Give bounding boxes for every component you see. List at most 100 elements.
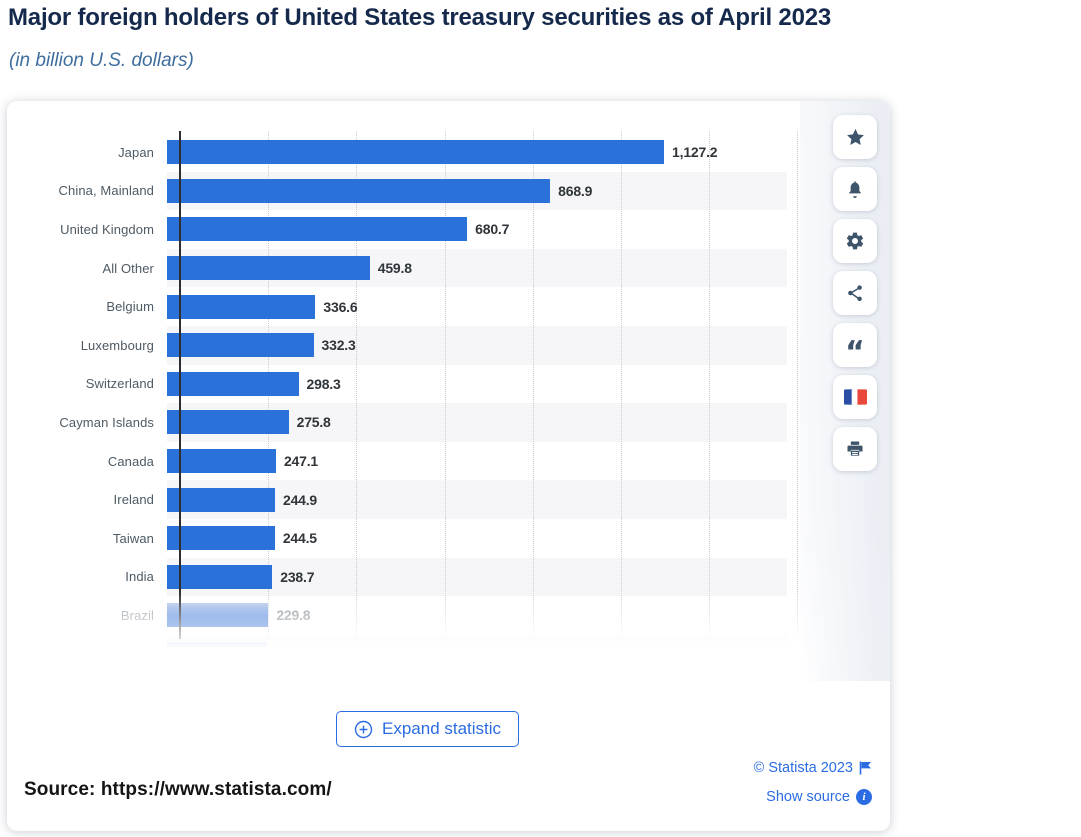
category-label: Canada bbox=[107, 453, 154, 469]
chart-row: Cayman Islands 275.8 bbox=[7, 403, 800, 442]
chart-row: Ireland 244.9 bbox=[7, 480, 800, 519]
bar-zone: 244.9 bbox=[167, 480, 787, 519]
chart-row: Canada 247.1 bbox=[7, 442, 800, 481]
chart-row: Taiwan 244.5 bbox=[7, 519, 800, 558]
category-label: Belgium bbox=[106, 299, 154, 315]
share-icon bbox=[845, 283, 865, 303]
bar[interactable] bbox=[167, 449, 276, 474]
bar[interactable] bbox=[167, 217, 468, 242]
quote-glyph: “ bbox=[845, 335, 865, 370]
chart-row: China, Mainland 868.9 bbox=[7, 171, 800, 211]
bar[interactable] bbox=[167, 642, 267, 647]
value-label: 680.7 bbox=[475, 221, 510, 238]
value-label: 298.3 bbox=[306, 375, 341, 392]
report-flag-icon[interactable] bbox=[859, 761, 872, 775]
chart-row: Switzerland 298.3 bbox=[7, 365, 800, 404]
settings-button[interactable] bbox=[833, 219, 877, 263]
bar-zone: 229.8 bbox=[167, 596, 787, 635]
bar[interactable] bbox=[167, 178, 551, 203]
bar[interactable] bbox=[167, 294, 316, 319]
chart-row: Luxembourg 332.3 bbox=[7, 325, 800, 365]
chart-row: All Other 459.8 bbox=[7, 248, 800, 288]
chart-row: Brazil 229.8 bbox=[7, 596, 800, 635]
language-french-button[interactable] bbox=[833, 375, 877, 419]
alerts-button[interactable] bbox=[833, 167, 877, 211]
france-flag-icon bbox=[843, 389, 867, 405]
page-title: Major foreign holders of United States t… bbox=[8, 4, 832, 31]
category-label: China, Mainland bbox=[58, 183, 154, 199]
chart-row-partial bbox=[7, 634, 800, 647]
bar[interactable] bbox=[167, 256, 370, 281]
source-label: Source: bbox=[24, 779, 96, 800]
value-label: 868.9 bbox=[558, 182, 593, 199]
bar-zone: 868.9 bbox=[167, 171, 787, 211]
value-label: 238.7 bbox=[280, 568, 315, 585]
bar[interactable] bbox=[167, 487, 275, 512]
chart-row: Belgium 336.6 bbox=[7, 287, 800, 326]
category-label: Taiwan bbox=[112, 530, 154, 546]
bar-zone: 680.7 bbox=[167, 210, 787, 249]
quote-icon: “ bbox=[845, 332, 865, 370]
category-label: Brazil bbox=[120, 607, 154, 623]
share-button[interactable] bbox=[833, 271, 877, 315]
bar[interactable] bbox=[167, 371, 299, 396]
category-label: Ireland bbox=[113, 492, 154, 508]
favorite-button[interactable] bbox=[833, 115, 877, 159]
statista-copyright-link[interactable]: © Statista 2023 bbox=[753, 760, 853, 776]
printer-icon bbox=[845, 439, 865, 459]
bar-zone: 459.8 bbox=[167, 248, 787, 288]
bar[interactable] bbox=[167, 140, 665, 165]
category-label: Cayman Islands bbox=[59, 414, 154, 430]
bar-zone: 244.5 bbox=[167, 519, 787, 558]
value-label: 244.9 bbox=[282, 491, 318, 508]
category-label: All Other bbox=[102, 260, 154, 276]
bar-zone: 247.1 bbox=[167, 442, 787, 481]
page-subtitle: (in billion U.S. dollars) bbox=[9, 50, 194, 71]
bar[interactable] bbox=[167, 333, 314, 358]
expand-statistic-button[interactable]: Expand statistic bbox=[336, 711, 520, 747]
cite-button[interactable]: “ bbox=[833, 323, 877, 370]
bar-zone bbox=[167, 634, 787, 647]
category-label: Luxembourg bbox=[80, 337, 154, 353]
category-label: Japan bbox=[118, 144, 154, 160]
footer-links: © Statista 2023 Show source i bbox=[754, 760, 872, 818]
bar-zone: 1,127.2 bbox=[167, 133, 787, 172]
bar-zone: 336.6 bbox=[167, 287, 787, 326]
gear-icon bbox=[845, 231, 865, 251]
value-label: 332.3 bbox=[321, 337, 356, 354]
bar-zone: 275.8 bbox=[167, 403, 787, 442]
show-source-link[interactable]: Show source bbox=[766, 789, 850, 805]
source-line: Source: https://www.statista.com/ bbox=[24, 779, 332, 801]
category-label: United Kingdom bbox=[60, 221, 154, 237]
bar[interactable] bbox=[167, 410, 289, 435]
bar-zone: 238.7 bbox=[167, 557, 787, 597]
value-label: 247.1 bbox=[283, 453, 318, 470]
bar-zone: 332.3 bbox=[167, 325, 787, 365]
bar[interactable] bbox=[167, 603, 269, 628]
info-icon[interactable]: i bbox=[856, 789, 872, 805]
print-button[interactable] bbox=[833, 427, 877, 471]
chart-row: Japan 1,127.2 bbox=[7, 133, 800, 172]
y-axis-line bbox=[178, 131, 181, 639]
chart-toolbar: “ bbox=[800, 101, 890, 681]
value-label: 275.8 bbox=[296, 414, 331, 431]
bar[interactable] bbox=[167, 564, 273, 589]
bar-zone: 298.3 bbox=[167, 365, 787, 404]
value-label: 244.5 bbox=[282, 530, 317, 547]
chart-row: United Kingdom 680.7 bbox=[7, 210, 800, 249]
bar-chart: Japan 1,127.2 China, Mainland 868.9 United K… bbox=[7, 133, 800, 647]
value-label: 229.8 bbox=[276, 607, 311, 624]
value-label: 336.6 bbox=[323, 298, 358, 315]
statistic-card: Japan 1,127.2 China, Mainland 868.9 United K… bbox=[7, 101, 890, 831]
bell-icon bbox=[845, 179, 865, 200]
chart-row: India 238.7 bbox=[7, 557, 800, 597]
expand-plus-icon bbox=[354, 720, 373, 738]
value-label: 1,127.2 bbox=[672, 144, 718, 161]
expand-statistic-label: Expand statistic bbox=[382, 719, 502, 738]
bar[interactable] bbox=[167, 526, 275, 551]
star-icon bbox=[845, 127, 866, 148]
source-url: https://www.statista.com/ bbox=[100, 779, 332, 800]
category-label: Switzerland bbox=[85, 376, 154, 392]
category-label: India bbox=[125, 569, 154, 585]
value-label: 459.8 bbox=[377, 260, 412, 277]
